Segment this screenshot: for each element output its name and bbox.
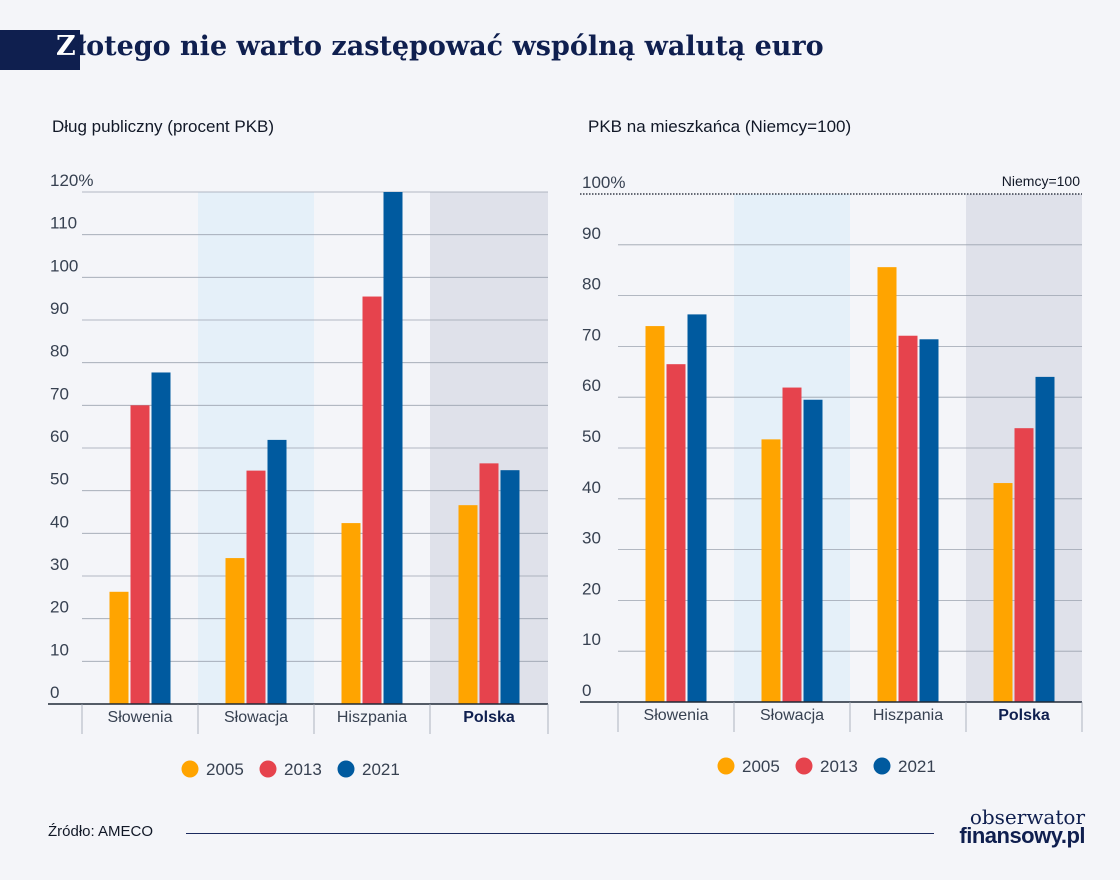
gdp-ytick-label-9: 90 [582, 224, 601, 243]
debt-bar-2013-0 [130, 405, 150, 704]
debt-bar-2013-3 [479, 463, 499, 704]
debt-legend-label-2005: 2005 [206, 760, 244, 779]
logo-line2: finansowy.pl [959, 823, 1085, 848]
source-label: Źródło: AMECO [48, 823, 154, 840]
gdp-ytick-label-10: 100% [582, 173, 625, 192]
debt-bar-2005-1 [225, 558, 245, 704]
gdp-legend-marker-2021 [873, 757, 891, 775]
gdp-bar-2021-3 [1035, 376, 1055, 702]
gdp-bar-2013-1 [782, 387, 802, 702]
title-first-letter: Z [56, 31, 76, 62]
debt-ytick-label-5: 50 [50, 470, 69, 489]
debt-legend-marker-2005 [181, 760, 199, 778]
debt-bar-2021-3 [500, 470, 520, 704]
title-rest: łotego nie warto zastępować wspólną walu… [75, 31, 824, 62]
gdp-category-label-3: Polska [998, 707, 1050, 724]
debt-ytick-label-4: 40 [50, 512, 69, 531]
debt-bar-2021-0 [151, 372, 171, 704]
debt-ytick-label-10: 100 [50, 256, 78, 275]
debt-ytick-label-6: 60 [50, 427, 69, 446]
debt-bar-2005-3 [458, 505, 478, 704]
gdp-ytick-label-3: 30 [582, 529, 601, 548]
debt-category-label-1: Słowacja [224, 709, 288, 726]
gdp-bar-2021-2 [919, 339, 939, 702]
gdp-bar-2013-0 [666, 364, 686, 702]
debt-ytick-label-7: 70 [50, 384, 69, 403]
logo-line1: obserwator [969, 805, 1085, 829]
gdp-legend-label-2021: 2021 [898, 757, 936, 776]
debt-legend-label-2013: 2013 [284, 760, 322, 779]
gdp-bar-2005-2 [877, 267, 897, 702]
gdp-category-label-1: Słowacja [760, 707, 824, 724]
debt-ytick-label-0: 0 [50, 683, 59, 702]
debt-category-label-0: Słowenia [108, 709, 173, 726]
gdp-ytick-label-4: 40 [582, 478, 601, 497]
debt-legend-marker-2021 [337, 760, 355, 778]
brand-logo: obserwator finansowy.pl [945, 805, 1085, 848]
debt-ytick-label-3: 30 [50, 555, 69, 574]
page-title: Złotego nie warto zastępować wspólną wal… [56, 31, 824, 62]
title-accent-bar [0, 30, 80, 70]
debt-legend-label-2021: 2021 [362, 760, 400, 779]
debt-bar-2021-1 [267, 439, 287, 704]
gdp-ytick-label-5: 50 [582, 427, 601, 446]
debt-category-label-3: Polska [463, 709, 515, 726]
debt-ytick-label-12: 120% [50, 171, 93, 190]
debt-bar-2013-2 [362, 296, 382, 704]
debt-category-label-2: Hiszpania [337, 709, 407, 726]
debt-ytick-label-2: 20 [50, 598, 69, 617]
chart-title-debt: Dług publiczny (procent PKB) [52, 117, 275, 136]
chart-title-gdp: PKB na mieszkańca (Niemcy=100) [588, 117, 852, 136]
gdp-bar-2013-3 [1014, 428, 1034, 702]
debt-ytick-label-1: 10 [50, 640, 69, 659]
debt-bar-2021-2 [383, 192, 403, 704]
gdp-ytick-label-8: 80 [582, 275, 601, 294]
debt-ytick-label-8: 80 [50, 342, 69, 361]
debt-bar-2005-0 [109, 591, 129, 704]
gdp-legend-label-2013: 2013 [820, 757, 858, 776]
debt-bar-2005-2 [341, 523, 361, 704]
gdp-bar-2005-3 [993, 483, 1013, 702]
gdp-bar-2005-0 [645, 326, 665, 702]
debt-legend-marker-2013 [259, 760, 277, 778]
gdp-reference-label: Niemcy=100 [1002, 173, 1080, 189]
gdp-ytick-label-6: 60 [582, 376, 601, 395]
gdp-bar-2021-0 [687, 314, 707, 702]
gdp-category-label-0: Słowenia [644, 707, 709, 724]
gdp-legend-label-2005: 2005 [742, 757, 780, 776]
gdp-ytick-label-1: 10 [582, 630, 601, 649]
gdp-category-label-2: Hiszpania [873, 707, 943, 724]
gdp-legend-marker-2013 [795, 757, 813, 775]
gdp-legend-marker-2005 [717, 757, 735, 775]
debt-ytick-label-9: 90 [50, 299, 69, 318]
debt-bar-2013-1 [246, 470, 266, 704]
gdp-ytick-label-0: 0 [582, 681, 591, 700]
gdp-ytick-label-7: 70 [582, 325, 601, 344]
debt-ytick-label-11: 110 [50, 214, 77, 233]
gdp-bar-2021-1 [803, 399, 823, 702]
source-divider [186, 833, 934, 834]
gdp-bar-2013-2 [898, 335, 918, 702]
gdp-ytick-label-2: 20 [582, 579, 601, 598]
gdp-bar-2005-1 [761, 439, 781, 702]
